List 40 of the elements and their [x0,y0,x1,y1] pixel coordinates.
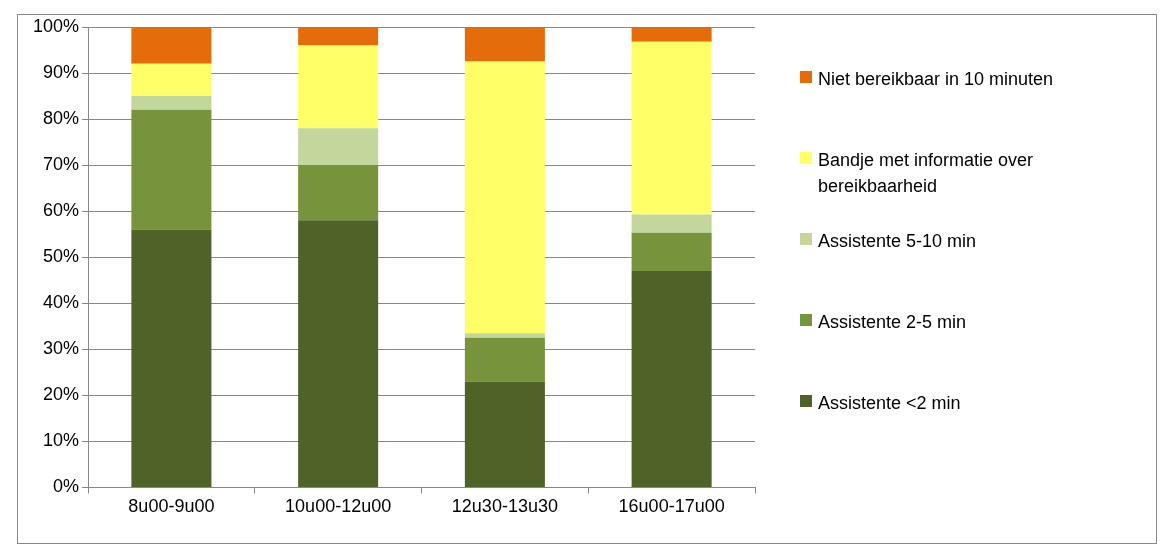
y-tick-label: 90% [43,62,80,83]
y-tick-label: 0% [53,476,80,497]
y-tick-label: 40% [43,292,80,313]
x-tick-label: 16u00-17u00 [618,496,725,517]
bar [464,333,545,338]
legend-label: Bandje met informatie over bereikbaarheid [818,149,1035,198]
y-tick-label: 80% [43,108,80,129]
legend-label: Assistente <2 min [818,392,962,415]
legend-label: Niet bereikbaar in 10 minuten [818,68,1055,91]
y-tick-label: 60% [43,200,80,221]
y-tick-label: 20% [43,384,80,405]
bar [298,220,379,487]
bar [298,45,379,129]
bar [131,109,212,230]
y-tick-label: 70% [43,154,80,175]
legend-label: Assistente 2-5 min [818,311,968,334]
bar [464,381,545,487]
x-tick-label: 10u00-12u00 [285,496,392,517]
bar [631,271,712,487]
bar [464,337,545,382]
y-tick-label: 10% [43,430,80,451]
bar [631,27,712,42]
bar [464,61,545,334]
bar [631,232,712,272]
bar [631,214,712,233]
legend-label: Assistente 5-10 min [818,230,978,253]
y-tick-label: 50% [43,246,80,267]
bar [131,229,212,487]
bar [298,165,379,221]
x-tick-label: 12u30-13u30 [451,496,558,517]
x-tick-label: 8u00-9u00 [128,496,215,517]
bar [464,27,545,62]
bar [298,128,379,166]
bar [131,96,212,110]
bar [631,41,712,215]
bar [131,27,212,64]
bar [131,63,212,97]
y-tick-label: 30% [43,338,80,359]
bar [298,27,379,46]
y-tick-label: 100% [32,15,80,36]
